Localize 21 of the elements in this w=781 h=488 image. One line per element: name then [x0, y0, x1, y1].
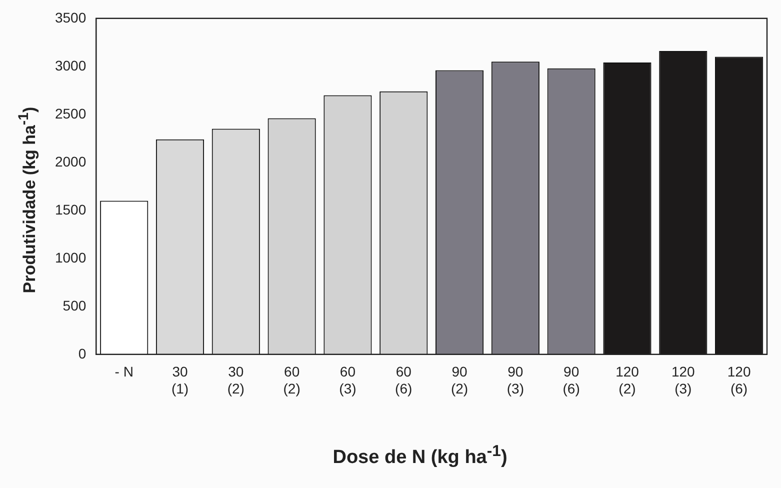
y-tick-label: 2500 [54, 105, 86, 122]
y-tick-label: 2000 [54, 153, 86, 170]
x-tick-label: - N [114, 364, 134, 380]
y-tick-label: 0 [78, 345, 86, 362]
x-tick-label: 120 (3) [671, 364, 696, 396]
y-tick-label: 500 [62, 297, 86, 314]
y-tick-label: 3500 [54, 9, 86, 26]
x-tick-label: 90 (6) [562, 364, 580, 396]
x-tick-label: 120 (6) [727, 364, 751, 396]
x-tick-label: 60 (6) [395, 364, 412, 396]
x-tick-label: 30 (2) [227, 364, 244, 396]
x-tick-label: 90 (3) [506, 364, 524, 396]
x-tick-label: 90 (2) [450, 364, 468, 396]
x-axis-title: Dose de N (kg ha$^{-1}$) [332, 442, 508, 470]
x-tick-label: 30 (1) [171, 364, 189, 396]
y-tick-label: 1000 [54, 249, 86, 266]
y-tick-label: 1500 [54, 201, 86, 218]
x-tick-label: 60 (2) [283, 364, 300, 396]
x-tick-label: 120 (2) [616, 364, 640, 396]
y-tick-label: 3000 [54, 57, 86, 74]
x-tick-label: 60 (3) [339, 364, 356, 396]
